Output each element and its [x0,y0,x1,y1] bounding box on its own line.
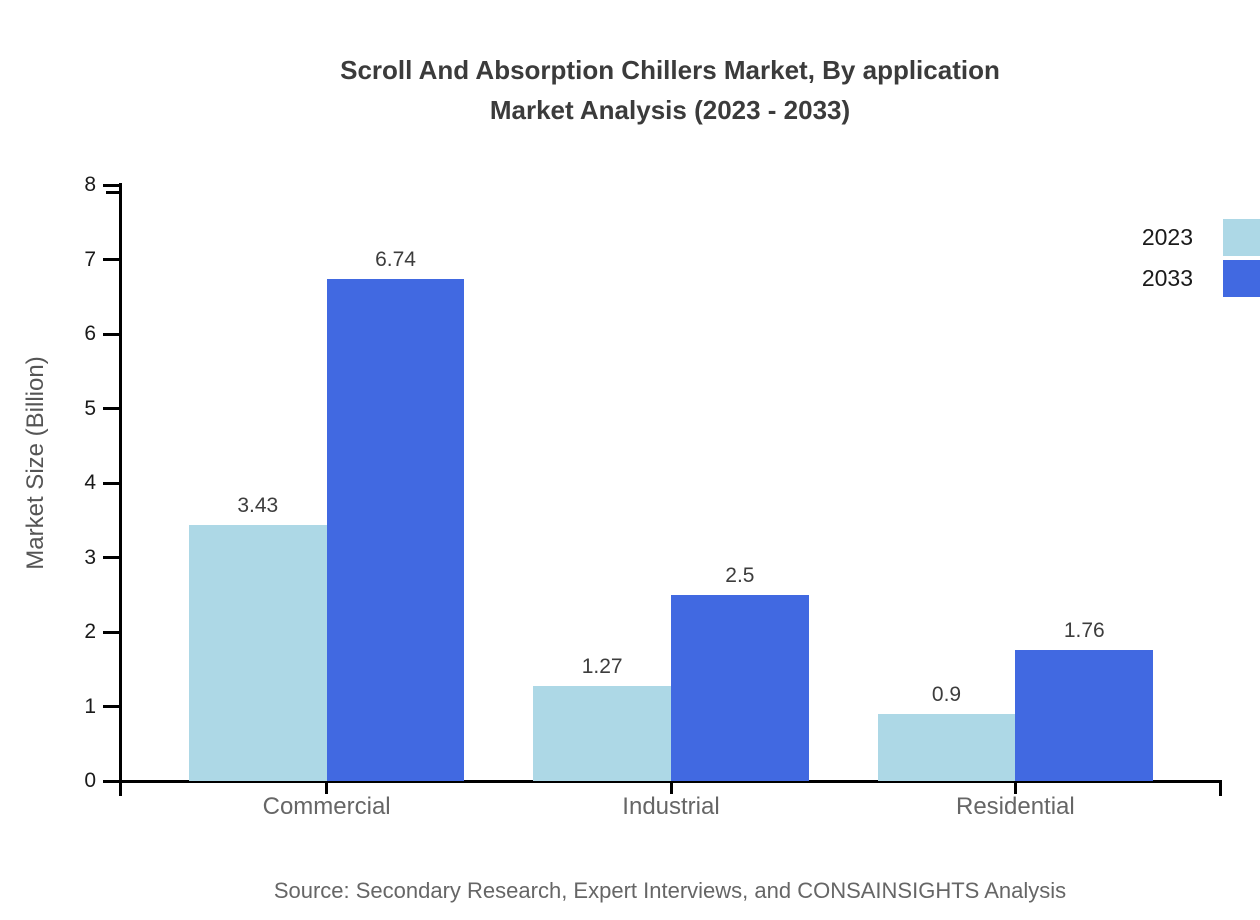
x-tick [325,781,329,794]
category-label: Residential [956,793,1075,820]
source-note: Source: Secondary Research, Expert Inter… [273,878,1067,903]
y-tick [103,407,120,410]
y-tick-label: 5 [84,396,96,420]
y-tick-label: 6 [84,322,96,345]
y-tick [103,779,120,783]
y-axis-cap-tick [106,191,120,194]
bar-value-label: 1.76 [1063,618,1105,642]
y-tick-label: 2 [84,620,96,643]
bar-value-label: 2.5 [725,563,755,587]
y-tick [103,481,120,485]
y-tick-label: 8 [84,173,96,196]
x-tick [669,781,673,794]
bar-value-label: 6.74 [375,247,416,271]
bar-value-label: 3.43 [237,494,279,518]
bar-2033-commercial [326,278,465,781]
category-label: Industrial [622,793,720,820]
bar-value-label: 0.9 [931,682,962,706]
chart-subtitle: Market Analysis (2023 - 2033) [489,95,851,125]
bar-value-label: 1.27 [581,655,623,679]
bar-2023-commercial [188,525,327,781]
y-tick [103,183,120,187]
x-axis-end-tick [1219,781,1222,796]
x-axis [105,779,1222,783]
bar-2033-industrial [671,594,809,781]
y-tick [103,556,120,559]
bar-2033-residential [1015,649,1154,781]
y-tick-label: 7 [84,247,96,271]
category-label: Commercial [262,793,391,820]
y-tick [103,705,120,708]
x-tick [1013,781,1017,794]
y-tick [103,332,120,336]
y-tick [103,630,120,634]
chart-title-block: Scroll And Absorption Chillers Market, B… [80,50,1260,130]
bar-2023-residential [877,713,1016,781]
chart-title: Scroll And Absorption Chillers Market, B… [340,55,1000,85]
bar-2023-industrial [533,686,671,781]
y-tick-label: 1 [84,694,96,718]
y-tick-label: 0 [84,769,96,792]
y-axis [118,183,122,796]
y-tick-label: 3 [84,545,96,569]
y-tick [103,258,120,261]
y-tick-label: 4 [84,471,96,494]
